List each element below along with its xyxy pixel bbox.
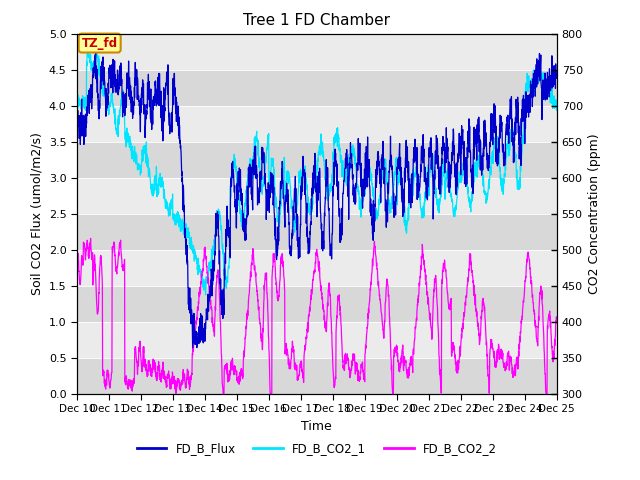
Bar <box>77 178 557 214</box>
Bar <box>77 358 557 394</box>
Text: TZ_fd: TZ_fd <box>82 36 118 49</box>
Bar <box>77 34 557 70</box>
Bar <box>77 250 557 286</box>
Bar <box>77 214 557 250</box>
Y-axis label: CO2 Concentration (ppm): CO2 Concentration (ppm) <box>588 133 602 294</box>
Bar <box>77 322 557 358</box>
X-axis label: Time: Time <box>301 420 332 432</box>
Bar <box>77 70 557 106</box>
Y-axis label: Soil CO2 Flux (umol/m2/s): Soil CO2 Flux (umol/m2/s) <box>30 132 43 295</box>
Title: Tree 1 FD Chamber: Tree 1 FD Chamber <box>243 13 390 28</box>
Bar <box>77 106 557 142</box>
Legend: FD_B_Flux, FD_B_CO2_1, FD_B_CO2_2: FD_B_Flux, FD_B_CO2_1, FD_B_CO2_2 <box>132 437 502 460</box>
Bar <box>77 286 557 322</box>
Bar <box>77 142 557 178</box>
